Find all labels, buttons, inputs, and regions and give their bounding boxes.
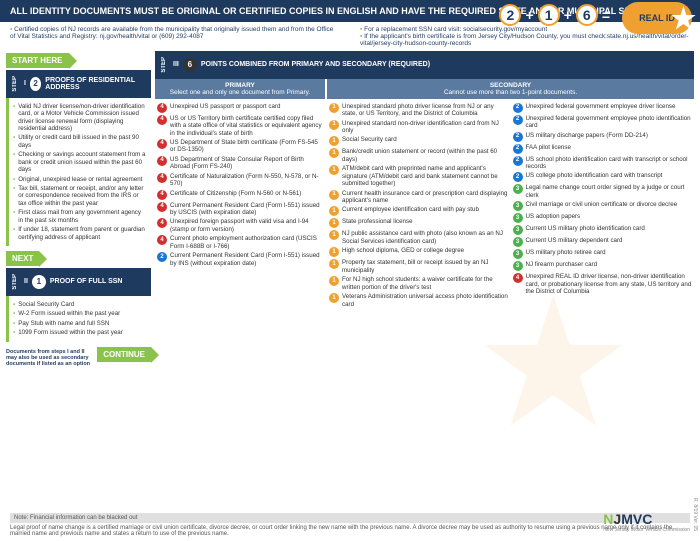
list-item: ▪First class mail from any government ag… (13, 209, 147, 224)
point-item: 1Veterans Administration universal acces… (329, 293, 509, 308)
version: R. 8/19 Ver. 05 (692, 498, 698, 531)
point-item: 1Current health insurance card or prescr… (329, 190, 509, 205)
point-item: 1Property tax statement, bill or receipt… (329, 259, 509, 274)
footer: Note: Financial information can be black… (0, 507, 700, 541)
secondary-colA: 1Unexpired standard photo driver license… (327, 99, 511, 312)
realid-badge: REAL ID (622, 2, 692, 34)
top-bullet-left: Certified copies of NJ records are avail… (10, 26, 340, 47)
step1-items: ▪Valid NJ driver license/non-driver iden… (6, 98, 151, 246)
point-item: 1NJ public assistance card with photo (a… (329, 230, 509, 245)
secondary-colB: 2Unexpired federal government employee d… (511, 99, 695, 312)
point-item: 1Bank/credit union statement or record (… (329, 148, 509, 163)
point-item: 2Unexpired federal government employee p… (513, 115, 693, 130)
point-item: 2Unexpired federal government employee d… (513, 103, 693, 113)
step2-header: STEP II 1 PROOF OF FULL SSN (6, 268, 151, 296)
step2-items: ▪Social Security Card ▪W-2 Form issued wi… (6, 296, 151, 342)
step1-header: STEP I 2 PROOFS OF RESIDENTIAL ADDRESS (6, 70, 151, 98)
point-item: 3Legal name change court order signed by… (513, 184, 693, 199)
point-item: 1Current employee identification card wi… (329, 206, 509, 216)
list-item: ▪Checking or savings account statement f… (13, 151, 147, 173)
list-item: ▪Tax bill, statement or receipt, and/or … (13, 185, 147, 207)
point-item: 4Unexpired US passport or passport card (157, 103, 323, 113)
point-item: 3Current US military dependent card (513, 237, 693, 247)
eq-2: 2 (499, 4, 521, 26)
next-arrow: NEXT (6, 251, 39, 266)
secondary-header: SECONDARY Cannot use more than two 1-poi… (327, 79, 694, 99)
point-item: 4Certificate of Naturalization (Form N-5… (157, 173, 323, 188)
eq-6: 6 (576, 4, 598, 26)
footer-legal: Legal proof of name change is a certifie… (10, 525, 690, 537)
list-item: ▪1099 Form issued within the past year (13, 329, 147, 336)
point-item: 1Social Security card (329, 136, 509, 146)
point-item: 4Certificate of Citizenship (Form N-560 … (157, 190, 323, 200)
list-item: ▪Valid NJ driver license/non-driver iden… (13, 103, 147, 133)
point-item: 2US military discharge papers (Form DD-2… (513, 132, 693, 142)
list-item: ▪Utility or credit card bill issued in t… (13, 134, 147, 149)
point-item: 2FAA pilot license (513, 144, 693, 154)
list-item: ▪W-2 Form issued within the past year (13, 310, 147, 317)
top-bullet-r2: If the applicant's birth certificate is … (360, 33, 690, 47)
point-item: 4Unexpired foreign passport with valid v… (157, 218, 323, 233)
point-item: 4Current photo employment authorization … (157, 235, 323, 250)
point-item: 2Current Permanent Resident Card (Form I… (157, 252, 323, 267)
point-item: 2US college photo identification card wi… (513, 172, 693, 182)
list-item: ▪If under 18, statement from parent or g… (13, 226, 147, 241)
list-item: ▪Social Security Card (13, 301, 147, 308)
point-item: 1Unexpired standard photo driver license… (329, 103, 509, 118)
point-item: 4US Department of State birth certificat… (157, 139, 323, 154)
point-item: 3US adoption papers (513, 213, 693, 223)
point-item: 1Unexpired standard non-driver identific… (329, 120, 509, 135)
point-item: 1For NJ high school students: a waiver c… (329, 276, 509, 291)
point-item: 3Civil marriage or civil union certifica… (513, 201, 693, 211)
list-item: ▪Original, unexpired lease or rental agr… (13, 176, 147, 183)
point-item: 1State professional license (329, 218, 509, 228)
footer-note: Note: Financial information can be black… (10, 513, 690, 523)
equation: 2 + 1 + 6 = (499, 4, 610, 26)
point-item: 1ATM/debit card with preprinted name and… (329, 165, 509, 187)
point-item: 1High school diploma, GED or college deg… (329, 247, 509, 257)
start-arrow: START HERE (6, 53, 69, 68)
eq-1: 1 (538, 4, 560, 26)
point-item: 3Current US military photo identificatio… (513, 225, 693, 235)
point-item: 4US Department of State Consular Report … (157, 156, 323, 171)
point-item: 4Current Permanent Resident Card (Form I… (157, 202, 323, 217)
footnote: Documents from steps I and II may also b… (6, 349, 93, 367)
list-item: ▪Pay Stub with name and full SSN (13, 320, 147, 327)
top-info: Certified copies of NJ records are avail… (0, 22, 700, 51)
point-item: 3NJ firearm purchaser card (513, 261, 693, 271)
step3-header: STEP III 6 POINTS COMBINED FROM PRIMARY … (155, 51, 694, 79)
primary-items: 4Unexpired US passport or passport card 4… (155, 99, 325, 271)
njmvc-logo: NJMVC New Jersey Motor Vehicle Commissio… (603, 511, 690, 533)
point-item: 2US school photo identification card wit… (513, 156, 693, 171)
continue-arrow: CONTINUE (97, 347, 151, 362)
primary-header: PRIMARY Select one and only one document… (155, 79, 325, 99)
point-item: 3US military photo retiree card (513, 249, 693, 259)
point-item: 4Unexpired REAL ID driver license, non-d… (513, 273, 693, 295)
point-item: 4US or US Territory birth certificate ce… (157, 115, 323, 137)
